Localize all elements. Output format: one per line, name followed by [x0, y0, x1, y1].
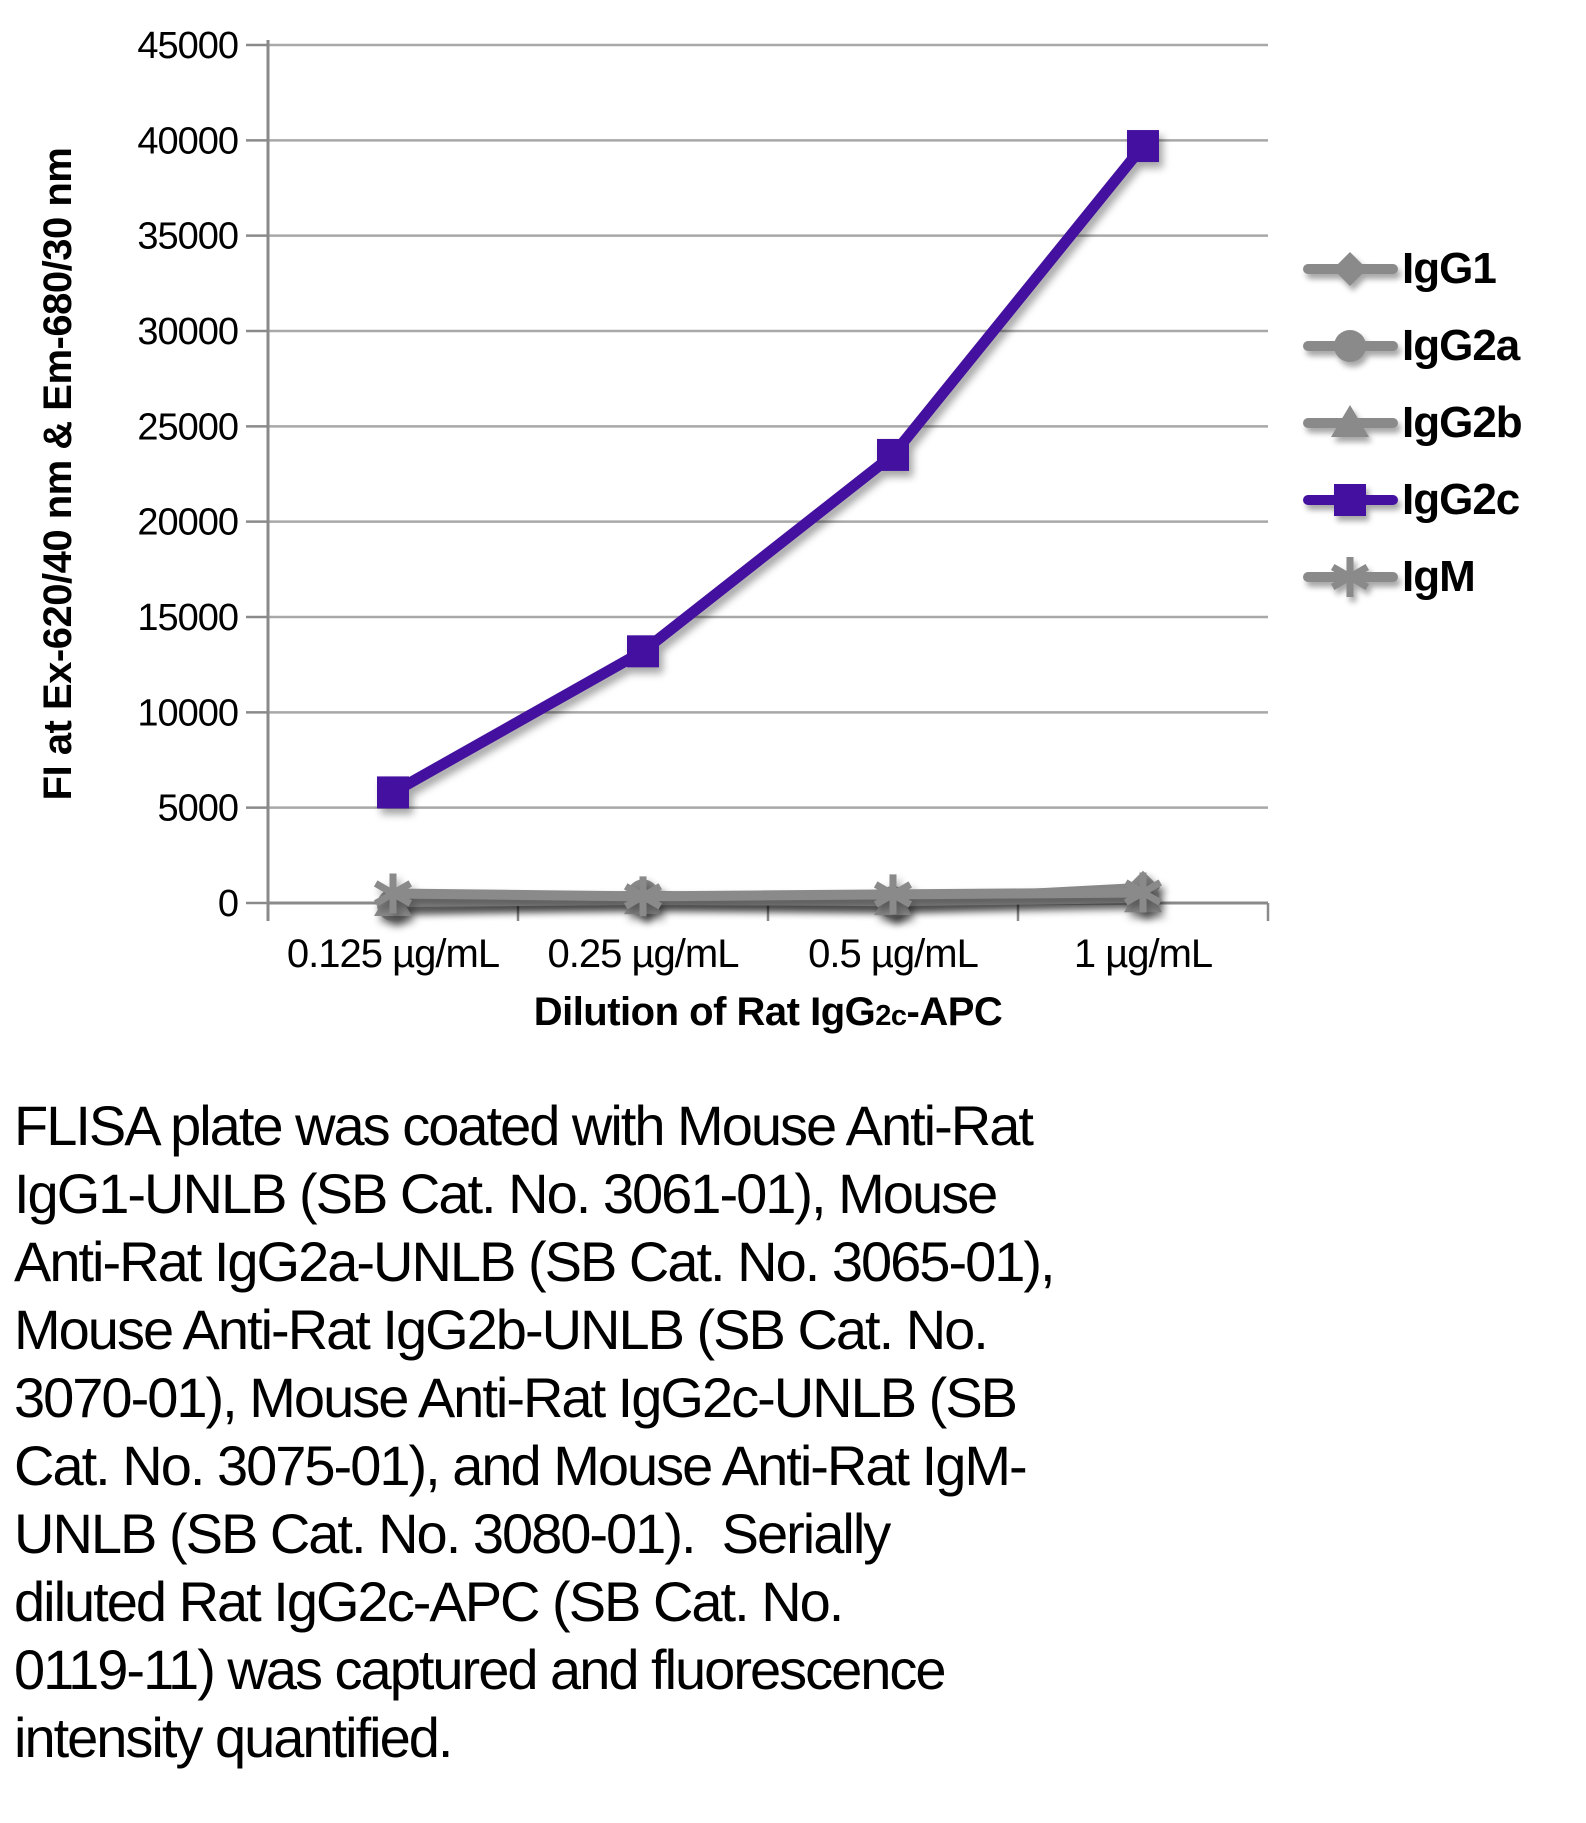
legend-item-igg2b: IgG2b — [1303, 384, 1523, 461]
caption-line: Cat. No. 3075-01), and Mouse Anti-Rat Ig… — [14, 1434, 1028, 1497]
y-tick-label: 45000 — [137, 25, 238, 67]
y-tick-label: 5000 — [157, 788, 238, 830]
square-marker-icon — [1334, 483, 1366, 516]
y-tick-label: 35000 — [137, 216, 238, 258]
y-tick-label: 25000 — [137, 406, 238, 448]
legend: IgG1 IgG2a IgG2b IgG2c IgM — [1303, 230, 1523, 615]
series-IgM — [373, 872, 1163, 917]
square-marker-icon — [1127, 130, 1159, 163]
caption-line: intensity quantified. — [14, 1706, 453, 1769]
x-axis-title-subscript: 2c — [875, 1000, 907, 1032]
x-axis-title-text: Dilution of Rat IgG — [533, 990, 876, 1034]
y-axis-title: FI at Ex-620/40 nm & Em-680/30 nm — [36, 147, 80, 801]
x-axis-title: Dilution of Rat IgG2c-APC — [268, 990, 1268, 1035]
asterisk-marker-icon — [1303, 556, 1398, 597]
legend-item-igg1: IgG1 — [1303, 230, 1522, 307]
figure-caption: FLISA plate was coated with Mouse Anti-R… — [14, 1092, 1174, 1772]
caption-line: diluted Rat IgG2c-APC (SB Cat. No. — [14, 1570, 844, 1633]
legend-label: IgM — [1402, 551, 1476, 601]
x-tick-label: 0.5 µg/mL — [808, 932, 978, 976]
y-tick-label: 40000 — [137, 120, 238, 162]
y-tick-label: 15000 — [137, 597, 238, 639]
legend-item-igm: IgM — [1303, 538, 1522, 615]
caption-line: Mouse Anti-Rat IgG2b-UNLB (SB Cat. No. — [14, 1298, 989, 1361]
triangle-marker-icon — [1331, 404, 1369, 437]
square-marker-icon — [877, 438, 909, 471]
diamond-marker-icon — [1303, 251, 1398, 286]
x-tick-label: 1 µg/mL — [1074, 932, 1212, 976]
asterisk-marker-icon — [623, 883, 663, 910]
asterisk-marker-icon — [1330, 563, 1370, 590]
circle-marker-icon — [1334, 329, 1366, 362]
asterisk-marker-icon — [373, 880, 413, 907]
legend-label: IgG2b — [1402, 397, 1523, 447]
diamond-marker-icon — [1333, 251, 1367, 286]
series-IgG2c — [377, 130, 1159, 809]
series-IgG2b-line — [392, 893, 1144, 908]
caption-line: FLISA plate was coated with Mouse Anti-R… — [14, 1094, 1034, 1157]
y-tick-label: 10000 — [137, 692, 238, 734]
legend-item-igg2c: IgG2c — [1303, 461, 1522, 538]
y-tick-label: 0 — [218, 883, 238, 925]
x-axis-title-suffix: -APC — [906, 990, 1003, 1034]
caption-line: Anti-Rat IgG2a-UNLB (SB Cat. No. 3065-01… — [14, 1230, 1056, 1293]
caption-line: 0119-11) was captured and fluorescence — [14, 1638, 947, 1701]
legend-label: IgG1 — [1402, 243, 1497, 293]
legend-label: IgG2a — [1402, 320, 1520, 370]
asterisk-marker-icon — [873, 881, 913, 908]
circle-marker-icon — [1303, 329, 1398, 362]
square-marker-icon — [377, 776, 409, 809]
square-marker-icon — [627, 635, 659, 668]
caption-line: IgG1-UNLB (SB Cat. No. 3061-01), Mouse — [14, 1162, 998, 1225]
series-IgG2c-line — [390, 142, 1148, 798]
legend-label: IgG2c — [1402, 474, 1520, 524]
square-marker-icon — [1303, 483, 1398, 516]
x-tick-label: 0.125 µg/mL — [287, 932, 499, 976]
caption-line: UNLB (SB Cat. No. 3080-01). Serially — [14, 1502, 891, 1565]
legend-item-igg2a: IgG2a — [1303, 307, 1522, 384]
y-tick-label: 30000 — [137, 311, 238, 353]
series-IgM-line — [392, 887, 1144, 902]
asterisk-marker-icon — [1123, 879, 1163, 906]
y-tick-label: 20000 — [137, 502, 238, 544]
x-tick-label: 0.25 µg/mL — [548, 932, 739, 976]
line-chart: 0 5000 10000 15000 20000 25000 30000 35000 40000… — [137, 25, 1270, 976]
caption-line: 3070-01), Mouse Anti-Rat IgG2c-UNLB (SB — [14, 1366, 1018, 1429]
triangle-marker-icon — [1303, 404, 1398, 437]
